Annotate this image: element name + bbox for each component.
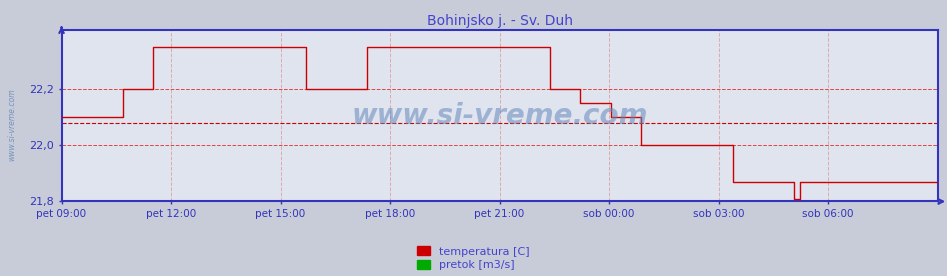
Text: www.si-vreme.com: www.si-vreme.com <box>351 102 648 130</box>
Legend: temperatura [C], pretok [m3/s]: temperatura [C], pretok [m3/s] <box>417 246 530 270</box>
Title: Bohinjsko j. - Sv. Duh: Bohinjsko j. - Sv. Duh <box>426 14 573 28</box>
Text: www.si-vreme.com: www.si-vreme.com <box>8 88 17 161</box>
